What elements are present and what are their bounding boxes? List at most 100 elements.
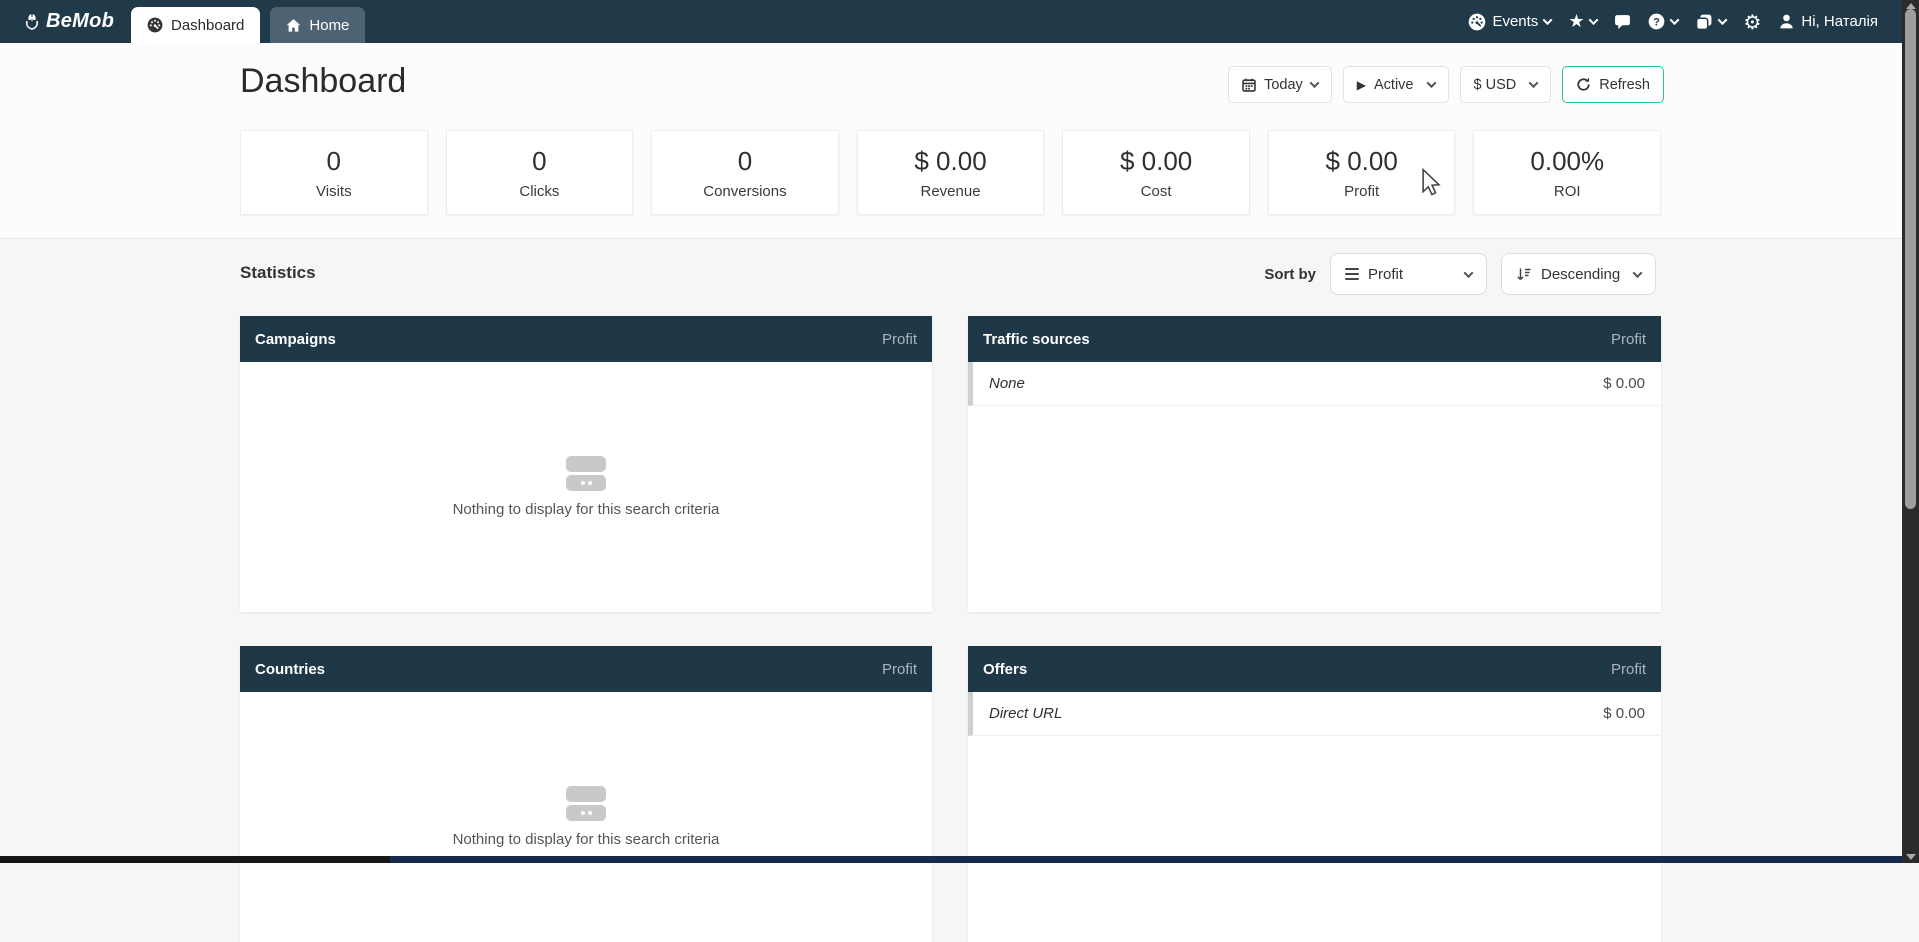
card-label: Revenue (920, 182, 981, 200)
traffic-sources-panel-body: None $ 0.00 (968, 362, 1661, 612)
events-menu[interactable]: Events (1468, 13, 1553, 31)
refresh-button[interactable]: Refresh (1562, 66, 1664, 103)
window-bottom-edge (0, 856, 1902, 863)
bottom-edge-blue (390, 856, 1902, 863)
help-menu[interactable]: ? (1648, 13, 1680, 30)
user-menu[interactable]: Hi, Наталія (1778, 13, 1878, 30)
chevron-down-icon (1426, 78, 1436, 89)
question-icon: ? (1649, 13, 1665, 30)
card-label: Cost (1140, 182, 1172, 200)
sort-direction-dropdown[interactable]: Descending (1501, 253, 1656, 295)
card-value: 0 (532, 145, 547, 176)
refresh-icon (1577, 77, 1590, 91)
status-filter-label: Active (1374, 76, 1414, 93)
card-value: 0 (326, 145, 342, 176)
currency-button[interactable]: $ USD (1459, 66, 1552, 103)
card-clicks: 0 Clicks (445, 130, 634, 215)
statistics-heading: Statistics (240, 263, 316, 282)
section-divider (0, 238, 1902, 239)
chevron-down-icon (1718, 15, 1728, 26)
date-range-button[interactable]: Today (1228, 66, 1332, 103)
events-gauge-icon (1469, 13, 1486, 30)
home-icon (287, 18, 301, 32)
card-value: $ 0.00 (1325, 145, 1398, 176)
status-filter-button[interactable]: ▶ Active (1342, 66, 1449, 103)
card-label: Visits (316, 182, 352, 200)
offers-panel-body: Direct URL $ 0.00 (968, 692, 1661, 942)
panel-title: Countries (255, 660, 326, 678)
empty-data-icon (566, 456, 606, 491)
campaigns-empty-state: Nothing to display for this search crite… (240, 362, 932, 612)
card-value: $ 0.00 (914, 145, 987, 176)
star-icon: ★ (1568, 10, 1585, 32)
refresh-label: Refresh (1599, 76, 1650, 93)
tab-home[interactable]: Home (270, 7, 366, 43)
settings-button[interactable]: ⚙ (1743, 12, 1761, 32)
sort-descending-icon (1517, 268, 1531, 281)
countries-panel-header: Countries Profit (240, 646, 932, 692)
campaigns-panel: Campaigns Profit Nothing to display for … (240, 316, 932, 612)
summary-cards: 0 Visits 0 Clicks 0 Conversions $ 0.00 R… (240, 130, 1662, 215)
empty-text: Nothing to display for this search crite… (452, 831, 720, 848)
chevron-down-icon (1670, 15, 1680, 26)
tab-dashboard[interactable]: Dashboard (131, 7, 261, 43)
card-label: Profit (1344, 182, 1380, 200)
scroll-down-arrow[interactable] (1905, 854, 1916, 860)
card-label: Conversions (703, 182, 787, 200)
offers-panel: Offers Profit Direct URL $ 0.00 (968, 646, 1661, 942)
table-row: Direct URL $ 0.00 (968, 692, 1661, 736)
sort-by-label: Sort by (1264, 265, 1316, 283)
currency-label: $ USD (1473, 76, 1517, 93)
chevron-down-icon (1309, 78, 1320, 89)
bottom-edge-dark (0, 856, 390, 863)
bemob-logo-icon (25, 13, 39, 30)
card-cost: $ 0.00 Cost (1062, 130, 1250, 215)
offers-panel-header: Offers Profit (968, 646, 1661, 692)
empty-text: Nothing to display for this search crite… (452, 501, 720, 518)
page-title: Dashboard (240, 62, 407, 100)
vertical-scrollbar[interactable] (1902, 0, 1919, 863)
play-icon: ▶ (1356, 77, 1366, 92)
user-icon (1780, 14, 1794, 29)
toolbar: Today ▶ Active $ USD Refresh (1228, 66, 1664, 103)
scroll-up-arrow[interactable] (1905, 3, 1916, 9)
panel-metric: Profit (1610, 330, 1646, 348)
scrollbar-thumb[interactable] (1905, 9, 1916, 509)
panel-title: Offers (983, 660, 1028, 678)
tab-strip: Dashboard Home (131, 7, 366, 43)
row-name: None (989, 375, 1025, 392)
sort-field-value: Profit (1368, 265, 1404, 283)
chevron-down-icon (1632, 267, 1643, 278)
favorites-menu[interactable]: ★ (1568, 10, 1599, 32)
chevron-down-icon (1589, 15, 1599, 26)
card-value: 0 (737, 145, 753, 176)
gear-icon: ⚙ (1743, 9, 1762, 34)
chevron-down-icon (1528, 78, 1539, 89)
speedometer-icon (147, 17, 163, 33)
feedback-button[interactable] (1614, 13, 1631, 30)
panel-metric: Profit (881, 330, 917, 348)
mouse-cursor (1420, 167, 1442, 203)
bemob-logo[interactable]: BeMob (22, 0, 114, 43)
traffic-sources-panel-header: Traffic sources Profit (968, 316, 1661, 362)
card-label: Clicks (519, 182, 560, 200)
user-greeting: Hi, Наталія (1801, 13, 1878, 30)
sort-controls: Sort by Profit Descending (1264, 253, 1656, 295)
row-value: $ 0.00 (1603, 375, 1645, 392)
card-value: 0.00% (1530, 145, 1605, 176)
card-visits: 0 Visits (240, 130, 428, 215)
card-label: ROI (1553, 182, 1581, 200)
card-revenue: $ 0.00 Revenue (856, 130, 1045, 215)
table-row: None $ 0.00 (968, 362, 1661, 406)
tab-home-label: Home (309, 16, 350, 34)
row-value: $ 0.00 (1603, 705, 1645, 722)
row-name: Direct URL (989, 705, 1063, 722)
traffic-sources-panel: Traffic sources Profit None $ 0.00 (968, 316, 1661, 612)
chevron-down-icon (1463, 267, 1474, 278)
sort-field-dropdown[interactable]: Profit (1330, 253, 1487, 295)
countries-panel: Countries Profit Nothing to display for … (240, 646, 932, 942)
workspaces-menu[interactable] (1695, 13, 1728, 31)
panel-metric: Profit (881, 660, 917, 678)
panel-title: Campaigns (255, 330, 336, 348)
countries-empty-state: Nothing to display for this search crite… (240, 692, 932, 942)
